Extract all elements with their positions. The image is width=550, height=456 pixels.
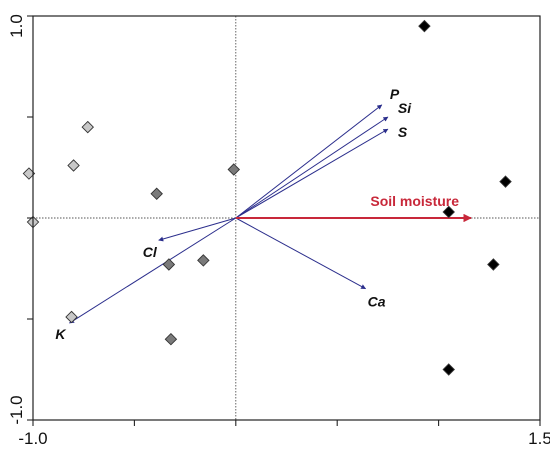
axis-ticks (27, 15, 541, 426)
vector-labels: PSi S Ca Cl K Soil moisture (55, 86, 459, 342)
point-dark (442, 363, 455, 376)
vector-label-ca: Ca (368, 294, 386, 310)
point-dark (487, 258, 500, 271)
point-light (67, 159, 80, 172)
vector-label-soil-moisture: Soil moisture (370, 193, 459, 209)
vector-arrow-s (235, 128, 389, 219)
point-dark (499, 175, 512, 188)
vector-arrow-k (69, 217, 237, 324)
point-light (81, 120, 94, 134)
point-light (65, 310, 78, 324)
vector-label-p: P (390, 86, 400, 102)
vector-arrow-si (235, 116, 389, 219)
vector-arrow-cl (158, 217, 236, 242)
vector-label-si: Si (398, 100, 412, 116)
point-dark (442, 205, 455, 219)
vector-label-k: K (55, 326, 66, 342)
point-medium (227, 163, 241, 176)
sample-points (22, 19, 512, 376)
point-medium (150, 187, 163, 200)
environmental-vectors (69, 104, 472, 324)
x-tick-label: -1.0 (18, 429, 47, 448)
point-medium (164, 332, 178, 346)
vector-arrow-p (235, 104, 383, 219)
vector-arrow-ca (235, 217, 367, 290)
point-medium (197, 254, 210, 267)
axis-tick-labels: -1.0 1.5 1.0 -1.0 (7, 14, 550, 448)
point-dark (418, 19, 431, 33)
vector-label-cl: Cl (143, 244, 158, 260)
vector-label-s: S (398, 124, 408, 140)
point-medium (162, 258, 176, 271)
y-tick-label: -1.0 (7, 395, 26, 424)
x-tick-label: 1.5 (528, 429, 550, 448)
y-tick-label: 1.0 (7, 14, 26, 38)
